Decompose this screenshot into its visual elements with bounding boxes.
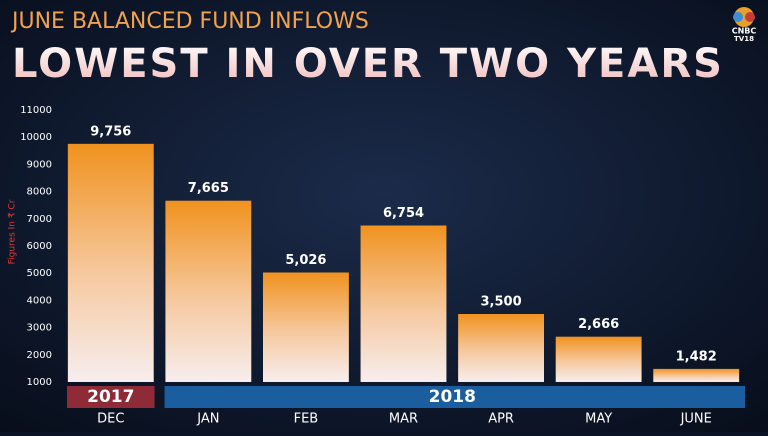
value-label: 2,666 [578, 317, 619, 332]
x-tick-label: DEC [97, 412, 124, 427]
y-tick-label: 3000 [27, 323, 52, 334]
y-tick-label: 10000 [20, 132, 52, 143]
y-tick-label: 9000 [27, 159, 52, 170]
bar [458, 314, 545, 382]
x-tick-label: FEB [294, 412, 319, 427]
y-axis-label: Figures In ₹ Cr [8, 199, 18, 264]
logo: CNBC TV18 [732, 7, 757, 43]
year-label: 2018 [429, 387, 476, 407]
bar [360, 225, 447, 382]
value-label: 5,026 [285, 253, 326, 268]
x-tick-label: MAR [389, 412, 418, 427]
logo-mark [734, 7, 754, 27]
year-band [67, 386, 155, 408]
y-tick-label: 8000 [27, 187, 52, 198]
year-band [164, 386, 746, 408]
y-tick-label: 2000 [27, 350, 52, 361]
value-label: 1,482 [676, 349, 717, 364]
x-tick-label: APR [488, 412, 514, 427]
logo-mark [733, 12, 743, 22]
y-tick-label: 7000 [27, 214, 52, 225]
chart-title: JUNE BALANCED FUND INFLOWS [10, 9, 369, 34]
x-tick-label: MAY [585, 412, 612, 427]
bar [165, 200, 252, 382]
y-tick-label: 4000 [27, 295, 52, 306]
logo-text: CNBC [732, 27, 757, 36]
logo-text: TV18 [734, 35, 754, 43]
value-label: 7,665 [188, 181, 229, 196]
y-tick-label: 11000 [20, 105, 52, 116]
logo-mark [745, 12, 755, 22]
bar [262, 272, 349, 382]
y-tick-label: 1000 [27, 377, 52, 388]
x-tick-label: JAN [196, 412, 219, 427]
x-tick-label: JUNE [680, 412, 712, 427]
y-tick-label: 6000 [27, 241, 52, 252]
value-label: 9,756 [90, 124, 131, 139]
y-tick-label: 5000 [27, 268, 52, 279]
year-label: 2017 [87, 387, 134, 407]
value-label: 3,500 [481, 295, 522, 310]
value-label: 6,754 [383, 206, 424, 221]
bar [67, 143, 154, 382]
bar [653, 368, 740, 382]
chart-subtitle: LOWEST IN OVER TWO YEARS [12, 41, 724, 87]
bar [555, 336, 642, 382]
